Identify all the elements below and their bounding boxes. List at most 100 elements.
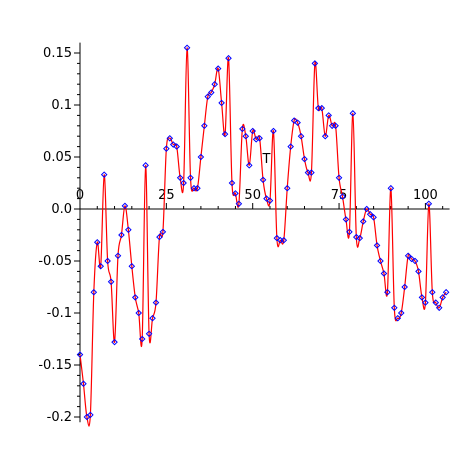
data-point (104, 257, 111, 265)
data-point (401, 283, 408, 291)
data-point (256, 134, 263, 142)
data-point (235, 200, 243, 208)
data-point (266, 197, 274, 204)
data-point (76, 351, 84, 358)
data-point (242, 132, 250, 140)
y-tick-label: -0.2 (47, 410, 72, 425)
data-point (442, 288, 450, 296)
data-point (301, 155, 308, 163)
data-point (283, 184, 291, 192)
data-point (429, 288, 436, 296)
data-point (176, 174, 184, 182)
data-point (128, 262, 136, 270)
y-tick-label: 0.1 (51, 98, 72, 113)
data-point (311, 60, 319, 67)
data-point (245, 162, 253, 169)
data-point (169, 141, 177, 148)
data-point (335, 174, 343, 182)
data-point (280, 236, 288, 244)
data-point (142, 162, 149, 169)
data-point (118, 231, 125, 239)
data-point (93, 238, 101, 246)
y-tick-label: -0.15 (38, 358, 72, 373)
data-point (397, 309, 405, 317)
data-point (87, 411, 94, 419)
data-point (204, 93, 212, 100)
data-point (377, 257, 384, 265)
data-point (359, 218, 367, 225)
data-point (339, 193, 346, 200)
data-point (432, 299, 440, 306)
data-point (411, 257, 419, 265)
data-point (218, 99, 225, 107)
data-point (232, 190, 239, 197)
data-point (100, 171, 108, 178)
data-point (207, 89, 215, 96)
data-point (135, 309, 143, 317)
data-point (370, 214, 377, 221)
data-point (321, 132, 329, 140)
data-point (287, 143, 295, 150)
x-tick-label: 100 (413, 188, 438, 203)
data-point (435, 304, 443, 312)
data-point (263, 195, 270, 202)
data-point (273, 234, 281, 242)
data-point (384, 288, 391, 296)
data-point (387, 184, 395, 192)
data-point (111, 338, 118, 346)
tick-marks (74, 52, 444, 418)
data-point (201, 122, 208, 130)
data-point (221, 130, 229, 138)
data-points (76, 44, 450, 421)
data-point (270, 127, 277, 135)
data-point (259, 176, 267, 184)
data-point (290, 117, 298, 124)
data-point (163, 145, 170, 152)
data-point (249, 127, 257, 135)
data-point (366, 210, 374, 218)
data-point (415, 268, 422, 275)
data-point (149, 314, 156, 322)
data-point (159, 228, 167, 236)
data-point (214, 65, 222, 72)
data-point (225, 54, 232, 62)
data-point (356, 234, 364, 242)
y-tick-label: -0.1 (47, 306, 72, 321)
x-axis-title: T (262, 152, 271, 167)
data-point (107, 278, 115, 286)
data-point (391, 304, 398, 312)
data-point (156, 233, 163, 241)
data-point (131, 294, 139, 301)
data-point (194, 184, 201, 192)
data-point (187, 174, 194, 182)
tick-labels: 0.15 0.1 0.05 0.0 -0.05 -0.1 -0.15 -0.2 0 25 50 75 1… (38, 46, 437, 425)
data-point (346, 228, 353, 236)
data-point (318, 104, 326, 112)
data-point (425, 200, 433, 208)
y-tick-label: 0.05 (43, 150, 72, 165)
data-point (152, 299, 160, 306)
data-point (211, 80, 219, 88)
data-point (325, 112, 332, 119)
data-point (183, 44, 191, 52)
data-point (404, 252, 412, 260)
data-point (97, 262, 105, 270)
data-point (422, 299, 429, 306)
data-point (114, 252, 122, 260)
data-point (239, 125, 246, 133)
data-point (180, 179, 187, 187)
x-tick-label: 0 (76, 188, 84, 203)
y-tick-label: -0.05 (38, 254, 72, 269)
data-point (353, 233, 360, 241)
data-point (173, 143, 181, 150)
data-point (332, 122, 339, 130)
data-point (418, 294, 426, 301)
data-point (349, 110, 357, 117)
y-tick-label: 0.0 (51, 202, 72, 217)
data-point (373, 242, 381, 249)
data-point (228, 179, 236, 187)
data-point (197, 153, 205, 161)
x-tick-label: 25 (158, 188, 175, 203)
axes (79, 42, 450, 423)
